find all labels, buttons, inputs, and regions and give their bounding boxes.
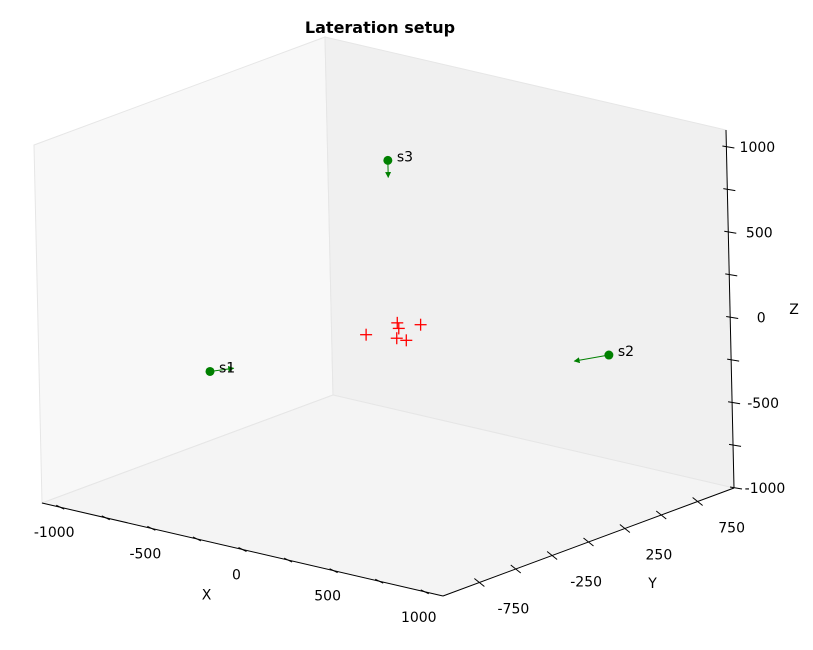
z-axis-label: Z — [789, 302, 799, 318]
y-tick-label: 250 — [646, 548, 673, 564]
sensor-point — [206, 367, 215, 376]
sensor-label: s1 — [219, 360, 235, 376]
y-tick-label: -250 — [570, 575, 602, 591]
z-tick-label: 0 — [757, 311, 766, 327]
x-tick-label: -1000 — [34, 525, 75, 541]
y-tick-label: 750 — [718, 521, 745, 537]
z-tick-label: -1000 — [745, 481, 786, 497]
sensor-point — [604, 351, 613, 360]
y-axis-label: Y — [647, 576, 657, 592]
sensor-point — [383, 156, 392, 165]
chart-panes — [34, 37, 734, 596]
x-tick-label: 500 — [314, 589, 341, 605]
x-tick-label: -500 — [129, 546, 161, 562]
sensor-label: s3 — [397, 149, 413, 165]
z-tick-label: 500 — [746, 225, 773, 241]
y-tick-label: -750 — [497, 602, 529, 618]
z-tick-label: -500 — [747, 396, 779, 412]
chart-title: Lateration setup — [305, 18, 455, 37]
x-tick-label: 0 — [232, 568, 241, 584]
z-tick-label: 1000 — [740, 140, 776, 156]
x-tick-label: 1000 — [401, 610, 437, 626]
x-axis-label: X — [202, 588, 212, 604]
sensor-label: s2 — [618, 344, 634, 360]
